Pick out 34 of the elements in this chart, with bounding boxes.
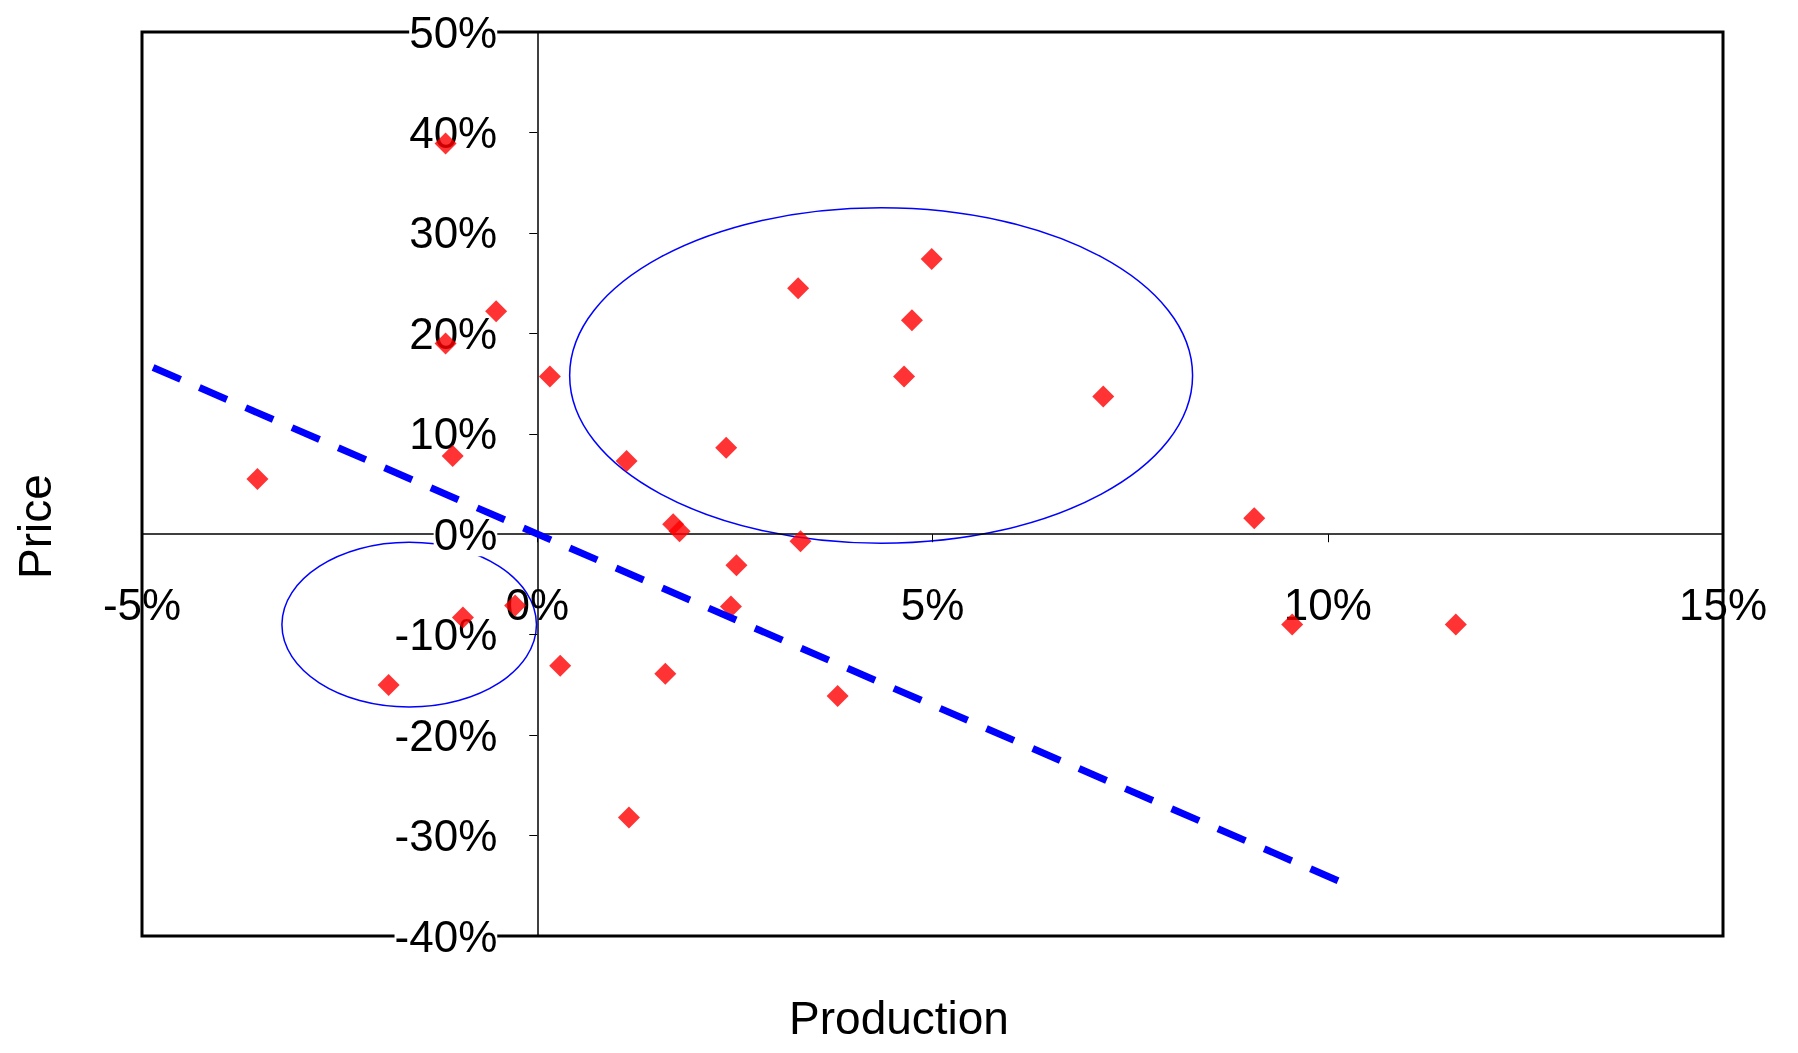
point [1444, 613, 1467, 636]
point [725, 554, 748, 577]
point [615, 449, 638, 472]
y-tick-label: 50% [409, 7, 498, 57]
point [719, 595, 742, 618]
point [900, 309, 923, 332]
y-axis-title: Price [9, 474, 61, 579]
y-tick-label: 30% [409, 208, 498, 258]
point [549, 654, 572, 677]
y-tick-label: -30% [394, 811, 498, 861]
point [715, 436, 738, 459]
y-tick-label: 10% [409, 409, 498, 459]
y-tick-label: 20% [409, 308, 498, 358]
point [789, 530, 812, 553]
point [246, 467, 269, 490]
x-tick-label: 10% [1283, 579, 1372, 629]
y-tick-label: -20% [394, 710, 498, 760]
point [377, 673, 400, 696]
point [826, 684, 849, 707]
point [920, 248, 943, 270]
y-tick-label: -40% [394, 911, 498, 961]
y-tick-label: -10% [394, 610, 498, 660]
point [538, 365, 561, 388]
x-tick-label: 5% [900, 579, 965, 629]
y-tick-label: 40% [409, 107, 498, 157]
point [787, 277, 810, 300]
point [668, 520, 691, 543]
point [1092, 385, 1115, 408]
point [893, 365, 916, 388]
x-axis-title: Production [789, 992, 1009, 1044]
point [654, 662, 677, 685]
point [617, 806, 640, 829]
point [1243, 507, 1266, 530]
y-tick-label: 0% [433, 509, 498, 559]
